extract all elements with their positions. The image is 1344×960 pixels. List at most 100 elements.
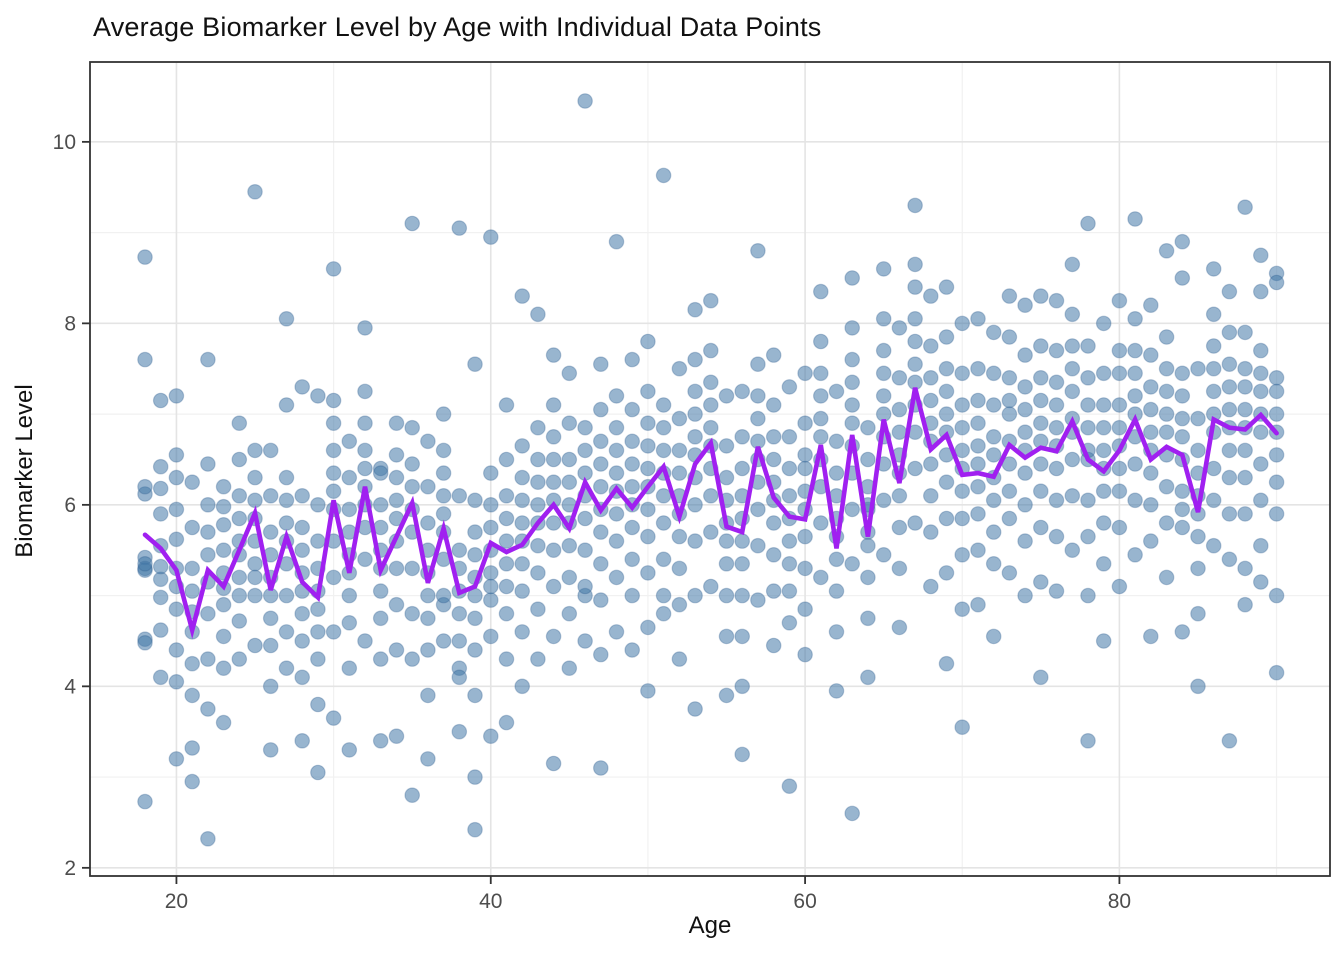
data-point [1174, 501, 1191, 518]
data-point [325, 442, 342, 459]
data-point [1111, 578, 1128, 595]
data-point [718, 555, 735, 572]
data-point [1048, 528, 1065, 545]
data-point [545, 451, 562, 468]
data-point [451, 633, 468, 649]
data-point [844, 351, 860, 368]
data-point [860, 569, 876, 586]
data-point [1143, 533, 1159, 549]
data-point [262, 742, 279, 758]
data-point [247, 569, 263, 586]
data-point [640, 333, 656, 350]
data-point [640, 438, 656, 454]
data-point [781, 460, 798, 477]
data-point [907, 197, 923, 214]
data-point [1127, 211, 1143, 227]
data-point [294, 379, 310, 395]
data-point [467, 821, 483, 838]
data-point [985, 324, 1002, 341]
data-point [310, 696, 326, 713]
data-point [152, 392, 169, 409]
data-point [467, 546, 483, 563]
data-point [812, 365, 829, 382]
data-point [828, 383, 845, 400]
data-point [1268, 474, 1285, 490]
data-point [812, 569, 829, 586]
data-point [765, 428, 782, 445]
data-point [844, 501, 860, 518]
data-point [482, 519, 499, 536]
data-point [765, 637, 782, 654]
data-point [640, 460, 656, 477]
data-point [1143, 496, 1159, 513]
data-point [278, 397, 295, 413]
data-point [294, 669, 310, 686]
data-point [435, 633, 452, 649]
data-point [404, 456, 420, 472]
data-point [781, 614, 798, 631]
data-point [907, 460, 923, 477]
data-point [1237, 324, 1253, 341]
data-point [1127, 365, 1143, 382]
data-point [1080, 215, 1096, 232]
data-point [718, 388, 735, 404]
data-point [262, 637, 279, 654]
data-point [278, 469, 295, 486]
data-point [482, 496, 499, 513]
data-point [907, 310, 923, 327]
data-point [750, 537, 766, 554]
data-point [1048, 374, 1065, 391]
data-point [325, 392, 342, 409]
data-point [1158, 515, 1175, 531]
data-point [325, 465, 342, 481]
data-point [702, 578, 719, 595]
data-point [1017, 297, 1033, 313]
data-point [137, 555, 153, 572]
data-point [530, 419, 546, 436]
data-point [168, 469, 185, 486]
data-point [1190, 410, 1206, 427]
data-point [624, 519, 640, 536]
data-point [907, 279, 923, 295]
data-point [357, 442, 373, 459]
data-point [561, 415, 578, 431]
data-point [702, 524, 719, 540]
data-point [718, 469, 735, 486]
data-point [200, 524, 216, 540]
data-point [357, 551, 373, 568]
data-point [1033, 519, 1049, 536]
data-point [482, 229, 499, 245]
data-point [372, 651, 389, 667]
data-point [247, 469, 263, 486]
data-point [781, 533, 798, 549]
data-point [687, 587, 703, 604]
data-point [1127, 310, 1143, 327]
data-point [200, 830, 216, 847]
data-point [1268, 447, 1285, 463]
data-point [970, 506, 986, 522]
data-point [388, 728, 405, 744]
data-point [797, 528, 813, 545]
data-point [1237, 360, 1253, 377]
data-point [970, 596, 986, 613]
data-point [1253, 456, 1269, 472]
data-point [1080, 528, 1096, 545]
data-point [200, 605, 216, 622]
data-point [545, 542, 562, 558]
data-point [1221, 551, 1238, 568]
data-point [168, 447, 185, 463]
data-point [1174, 233, 1191, 250]
data-point [1174, 270, 1191, 286]
data-point [1080, 492, 1096, 509]
data-point [577, 578, 593, 595]
x-tick-label: 80 [1108, 890, 1131, 913]
data-point [954, 510, 970, 527]
data-point [435, 442, 452, 459]
data-point [1095, 315, 1112, 332]
data-point [875, 546, 892, 563]
data-point [310, 388, 326, 404]
data-point [152, 589, 169, 606]
data-point [545, 347, 562, 363]
data-point [765, 347, 782, 363]
